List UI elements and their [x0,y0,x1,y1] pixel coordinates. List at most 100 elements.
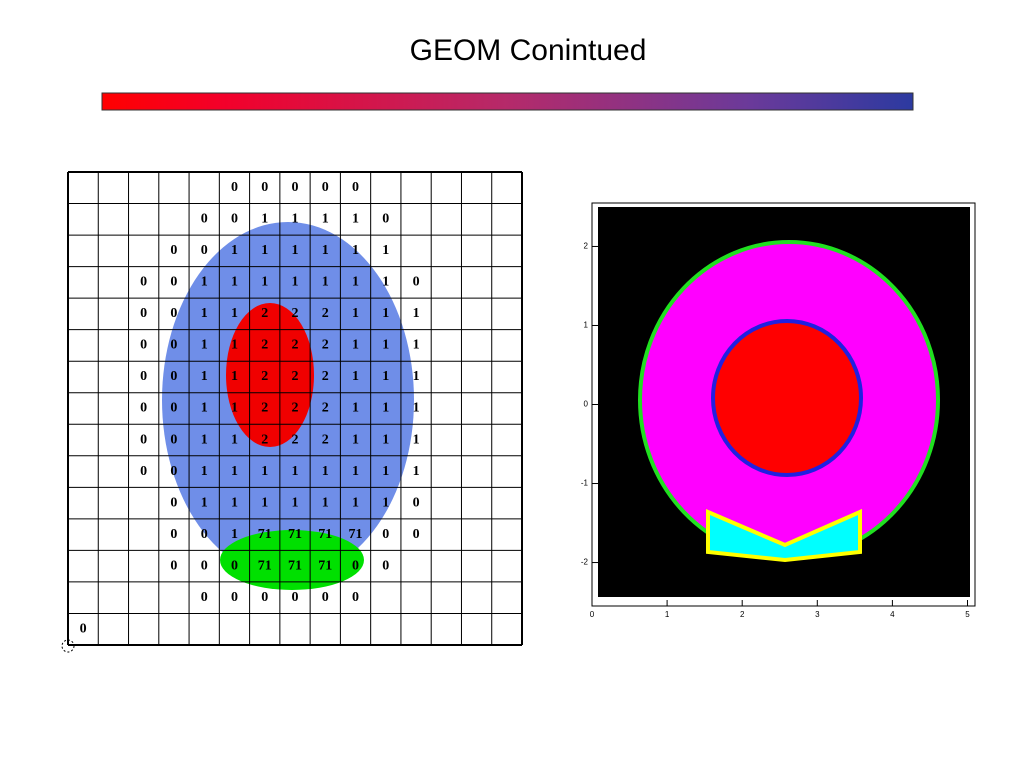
cell-value: 1 [413,306,420,321]
cell-value: 1 [201,306,208,321]
cell-value: 0 [140,275,147,290]
cell-value: 0 [140,401,147,416]
cell-value: 0 [140,338,147,353]
cell-value: 0 [140,464,147,479]
cell-value: 2 [292,369,299,384]
cell-value: 71 [318,558,332,573]
cell-value: 0 [413,527,420,542]
cell-value: 1 [322,495,329,510]
cell-value: 0 [322,590,329,605]
cell-value: 0 [170,369,177,384]
green-region [220,530,364,590]
cell-value: 2 [292,338,299,353]
cell-value: 0 [231,180,238,195]
cell-value: 0 [231,590,238,605]
cell-value: 2 [322,306,329,321]
cell-value: 1 [382,338,389,353]
cell-value: 2 [322,369,329,384]
grid: 0 0 0 0 0 0 0 1 1 1 1 0 0 0 1 1 1 1 1 1 0 0 1 1 1 1 1 1 1 0 0 0 1 1 2 2 2 1 1 1… [67,171,523,646]
cell-value: 2 [322,338,329,353]
cell-value: 71 [318,527,332,542]
cyan-region [706,508,862,563]
cell-value: 1 [322,464,329,479]
cell-value: 0 [322,180,329,195]
cell-value: 0 [170,527,177,542]
x-tick-label: 2 [740,610,745,619]
cell-value: 1 [382,369,389,384]
cell-value: 1 [382,401,389,416]
cell-value: 0 [231,212,238,227]
cell-value: 0 [140,306,147,321]
plot: 0 1 2 3 4 5 -2 -1 0 1 2 [581,202,976,619]
cell-value: 0 [80,621,87,636]
cell-value: 1 [352,243,359,258]
cell-value: 0 [170,432,177,447]
cell-value: 2 [322,401,329,416]
cell-value: 0 [170,243,177,258]
cell-value: 0 [201,558,208,573]
cell-value: 0 [292,180,299,195]
cell-value: 1 [231,338,238,353]
cell-value: 0 [261,590,268,605]
cell-value: 2 [292,432,299,447]
cell-value: 1 [382,495,389,510]
cell-value: 1 [201,464,208,479]
cell-value: 1 [261,212,268,227]
cell-value: 1 [292,495,299,510]
cell-value: 0 [201,243,208,258]
cell-value: 0 [170,338,177,353]
cell-value: 1 [413,464,420,479]
cell-value: 2 [292,306,299,321]
cell-value: 1 [201,275,208,290]
cell-value: 2 [322,432,329,447]
cell-value: 2 [261,401,268,416]
cell-value: 1 [231,464,238,479]
y-tick-label: -1 [581,479,589,488]
cell-value: 1 [261,495,268,510]
cell-value: 1 [322,275,329,290]
cell-value: 1 [231,369,238,384]
cell-value: 1 [352,432,359,447]
cell-value: 0 [382,212,389,227]
cell-value: 1 [352,369,359,384]
cell-value: 1 [201,495,208,510]
cell-value: 71 [288,558,302,573]
cell-value: 0 [231,558,238,573]
cell-value: 1 [292,243,299,258]
cell-value: 2 [292,401,299,416]
cell-value: 1 [231,527,238,542]
gradient-bar [101,92,914,111]
cell-value: 1 [352,212,359,227]
cell-value: 1 [352,275,359,290]
cell-value: 1 [413,338,420,353]
cell-value: 1 [231,495,238,510]
cell-value: 1 [352,495,359,510]
cell-value: 1 [352,306,359,321]
cell-value: 71 [288,527,302,542]
cell-value: 1 [201,338,208,353]
cell-value: 0 [170,306,177,321]
cell-value: 2 [261,338,268,353]
cell-value: 1 [261,243,268,258]
cell-value: 0 [170,495,177,510]
x-tick-label: 4 [890,610,895,619]
cell-value: 1 [413,432,420,447]
cell-value: 1 [292,464,299,479]
cell-value: 1 [322,212,329,227]
cell-value: 0 [382,527,389,542]
cell-value: 0 [170,275,177,290]
cell-value: 71 [349,527,363,542]
cell-value: 2 [261,432,268,447]
cell-value: 1 [413,369,420,384]
cell-value: 2 [261,369,268,384]
cell-value: 1 [292,212,299,227]
cell-value: 0 [352,590,359,605]
cell-value: 71 [258,527,272,542]
cell-value: 1 [352,464,359,479]
x-tick-label: 3 [815,610,820,619]
cell-value: 1 [352,401,359,416]
cell-value: 0 [140,369,147,384]
cursor-icon [61,639,75,653]
cell-value: 0 [170,464,177,479]
cell-value: 0 [170,401,177,416]
